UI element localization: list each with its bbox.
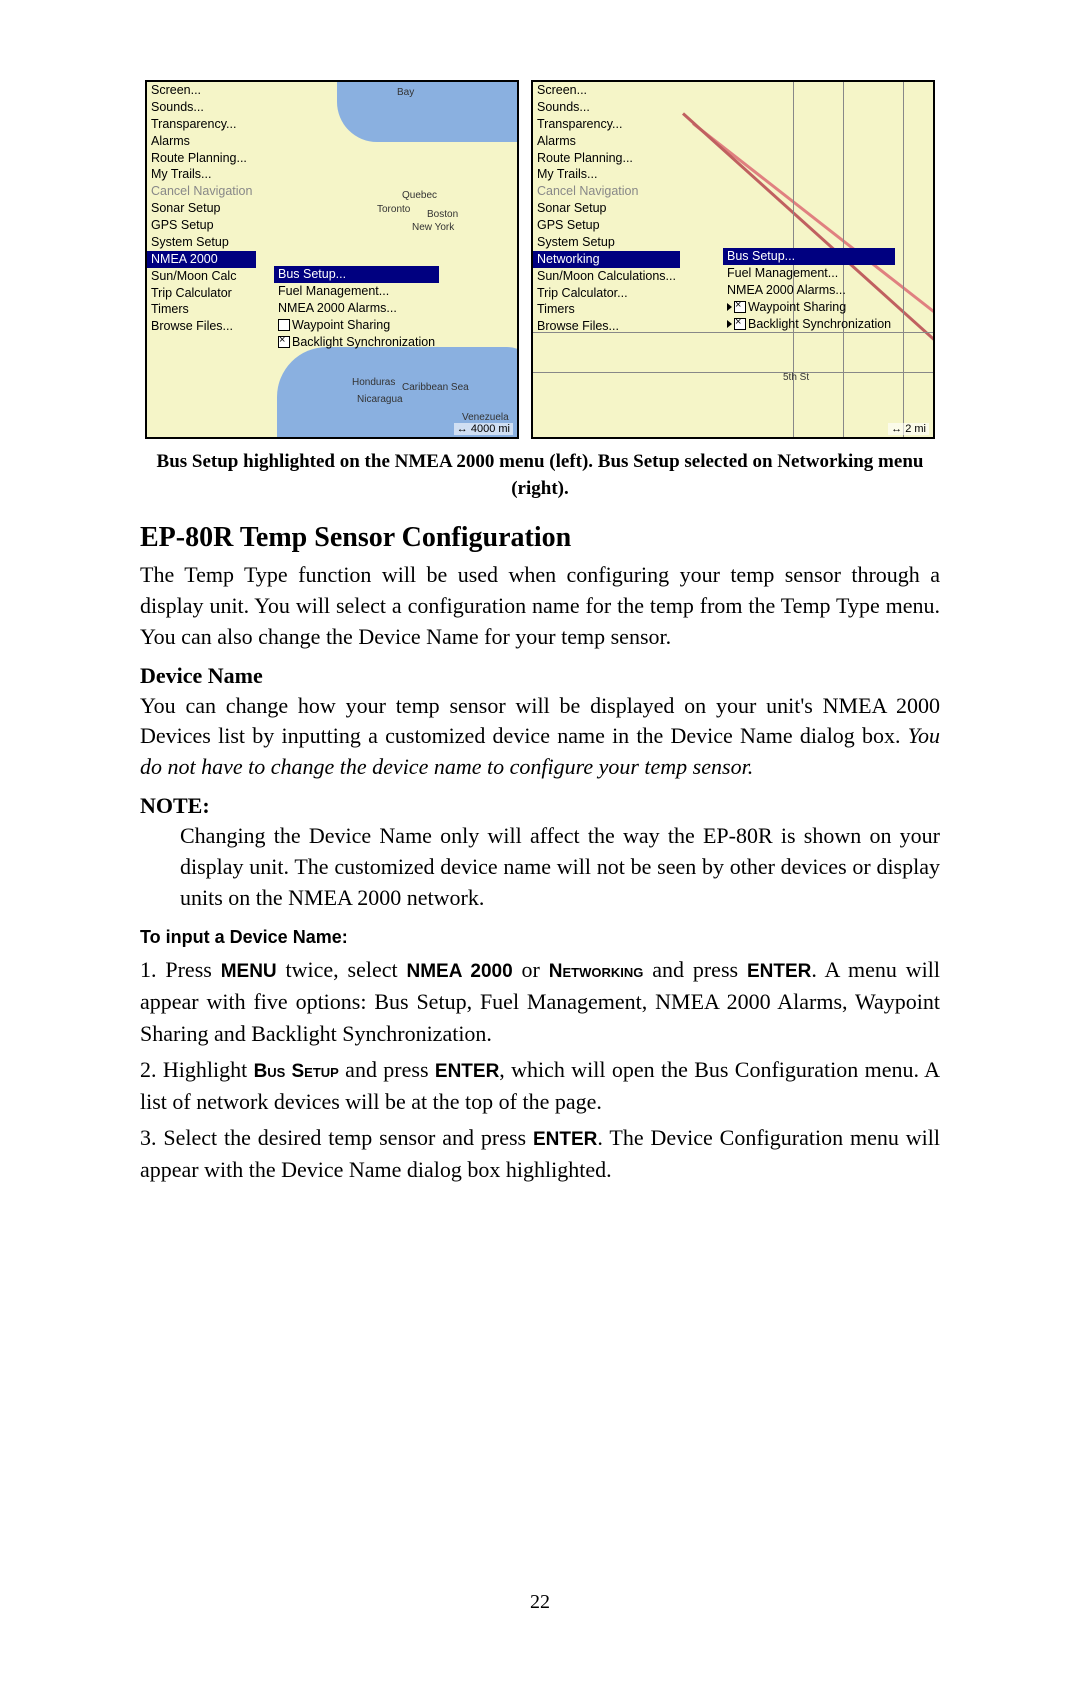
submenu-item[interactable]: NMEA 2000 Alarms...: [723, 282, 895, 299]
note-body: Changing the Device Name only will affec…: [180, 821, 940, 913]
map-water: [337, 82, 517, 142]
menu-item[interactable]: NMEA 2000: [147, 251, 256, 268]
procedure-heading: To input a Device Name:: [140, 927, 940, 948]
submenu-item[interactable]: Fuel Management...: [723, 265, 895, 282]
map-label: Caribbean Sea: [402, 382, 469, 393]
menu-item[interactable]: Sonar Setup: [533, 200, 680, 217]
step-text: and press: [643, 957, 747, 982]
menu-item[interactable]: System Setup: [147, 234, 256, 251]
menu-item[interactable]: Cancel Navigation: [147, 183, 256, 200]
menu-item[interactable]: Alarms: [533, 133, 680, 150]
step-text: twice, select: [277, 957, 407, 982]
menu-item[interactable]: Trip Calculator...: [533, 285, 680, 302]
map-label: New York: [412, 222, 454, 233]
menu-item[interactable]: Screen...: [147, 82, 256, 99]
device-name-paragraph: You can change how your temp sensor will…: [140, 691, 940, 783]
menu-item[interactable]: Route Planning...: [533, 150, 680, 167]
scale-bar: ↔ 4000 mi: [454, 423, 513, 435]
checkbox-icon[interactable]: [278, 319, 290, 331]
menu-item[interactable]: Transparency...: [533, 116, 680, 133]
step-text: or: [513, 957, 549, 982]
menu-item[interactable]: Browse Files...: [533, 318, 680, 335]
checkbox-icon[interactable]: [278, 336, 290, 348]
step-2: 2. Highlight Bus Setup and press ENTER, …: [140, 1054, 940, 1118]
screenshot-row: Screen...Sounds...Transparency...AlarmsR…: [140, 80, 940, 439]
menu-item[interactable]: Transparency...: [147, 116, 256, 133]
submenu-item[interactable]: NMEA 2000 Alarms...: [274, 300, 439, 317]
menu-item[interactable]: Timers: [533, 301, 680, 318]
submenu: Bus Setup...Fuel Management...NMEA 2000 …: [274, 266, 439, 350]
menu-item[interactable]: System Setup: [533, 234, 680, 251]
menu-item[interactable]: Sounds...: [147, 99, 256, 116]
menu-item[interactable]: Sounds...: [533, 99, 680, 116]
step-text: 2. Highlight: [140, 1057, 254, 1082]
menu-item[interactable]: GPS Setup: [533, 217, 680, 234]
main-menu: Screen...Sounds...Transparency...AlarmsR…: [533, 82, 680, 335]
map-label: 5th St: [783, 372, 809, 383]
submenu-item[interactable]: Bus Setup...: [723, 248, 895, 265]
step-text: and press: [339, 1057, 435, 1082]
menu-item[interactable]: Timers: [147, 301, 256, 318]
note-heading: NOTE:: [140, 793, 940, 819]
menu-item[interactable]: Alarms: [147, 133, 256, 150]
menu-item[interactable]: My Trails...: [533, 166, 680, 183]
screenshot-right: Screen...Sounds...Transparency...AlarmsR…: [531, 80, 935, 439]
menu-item[interactable]: GPS Setup: [147, 217, 256, 234]
submenu-item[interactable]: Fuel Management...: [274, 283, 439, 300]
device-name-heading: Device Name: [140, 663, 940, 689]
bus-setup-label: Bus Setup: [254, 1061, 339, 1082]
menu-item[interactable]: Sonar Setup: [147, 200, 256, 217]
submenu-item[interactable]: Waypoint Sharing: [274, 317, 439, 334]
document-page: Screen...Sounds...Transparency...AlarmsR…: [0, 0, 1080, 1682]
menu-item[interactable]: Trip Calculator: [147, 285, 256, 302]
map-road: [903, 82, 904, 437]
section-title: EP-80R Temp Sensor Configuration: [140, 522, 940, 554]
submenu-item[interactable]: Backlight Synchronization: [723, 316, 895, 333]
menu-item[interactable]: Sun/Moon Calc: [147, 268, 256, 285]
map-label: Honduras: [352, 377, 395, 388]
step-3: 3. Select the desired temp sensor and pr…: [140, 1122, 940, 1186]
arrow-icon: [727, 303, 732, 311]
arrow-icon: [727, 320, 732, 328]
map-label: Venezuela: [462, 412, 509, 423]
step-text: 1. Press: [140, 957, 221, 982]
map-label: Quebec: [402, 190, 437, 201]
submenu-item[interactable]: Waypoint Sharing: [723, 299, 895, 316]
enter-key: ENTER: [533, 1129, 597, 1150]
checkbox-icon[interactable]: [734, 318, 746, 330]
submenu-item[interactable]: Backlight Synchronization: [274, 334, 439, 351]
map-label: Nicaragua: [357, 394, 403, 405]
device-name-text: You can change how your temp sensor will…: [140, 693, 940, 749]
intro-paragraph: The Temp Type function will be used when…: [140, 560, 940, 652]
step-1: 1. Press MENU twice, select NMEA 2000 or…: [140, 954, 940, 1050]
checkbox-icon[interactable]: [734, 301, 746, 313]
enter-key: ENTER: [747, 961, 811, 982]
networking-label: Networking: [549, 961, 644, 982]
menu-item[interactable]: Networking: [533, 251, 680, 268]
main-menu: Screen...Sounds...Transparency...AlarmsR…: [147, 82, 256, 335]
map-road: [533, 372, 933, 373]
menu-item[interactable]: My Trails...: [147, 166, 256, 183]
menu-key: MENU: [221, 961, 277, 982]
figure-caption: Bus Setup highlighted on the NMEA 2000 m…: [140, 449, 940, 502]
menu-item[interactable]: Sun/Moon Calculations...: [533, 268, 680, 285]
nmea-label: NMEA 2000: [407, 961, 513, 982]
menu-item[interactable]: Route Planning...: [147, 150, 256, 167]
screenshot-left: Screen...Sounds...Transparency...AlarmsR…: [145, 80, 519, 439]
scale-bar: ↔ 2 mi: [888, 423, 929, 435]
step-text: 3. Select the desired temp sensor and pr…: [140, 1125, 533, 1150]
map-label: Toronto: [377, 204, 410, 215]
enter-key: ENTER: [435, 1061, 499, 1082]
menu-item[interactable]: Browse Files...: [147, 318, 256, 335]
map-label: Boston: [427, 209, 458, 220]
page-number: 22: [0, 1591, 1080, 1614]
menu-item[interactable]: Screen...: [533, 82, 680, 99]
submenu-item[interactable]: Bus Setup...: [274, 266, 439, 283]
submenu: Bus Setup...Fuel Management...NMEA 2000 …: [723, 248, 895, 332]
map-label: Bay: [397, 87, 414, 98]
menu-item[interactable]: Cancel Navigation: [533, 183, 680, 200]
